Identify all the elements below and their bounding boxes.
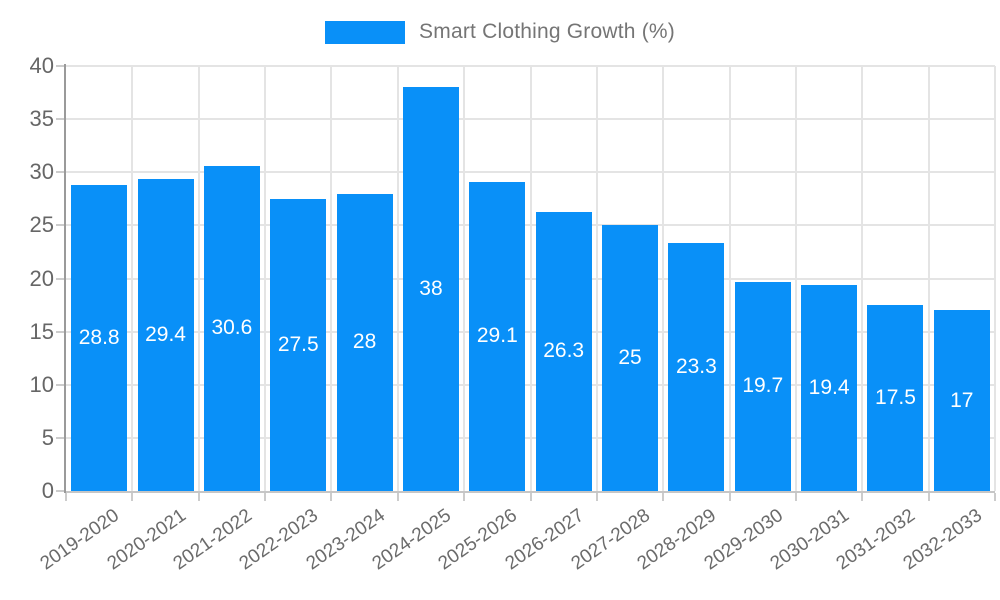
bar-value-label: 19.7 [742, 374, 784, 398]
y-tick-mark [56, 171, 64, 174]
x-tick-mark [264, 493, 267, 501]
y-tick-label: 25 [29, 212, 54, 238]
gridline-v [197, 66, 200, 491]
gridline-v [463, 66, 466, 491]
y-tick-mark [56, 383, 64, 386]
bar-2020-2021[interactable]: 29.4 [137, 178, 194, 491]
gridline-v [396, 66, 399, 491]
bar-value-label: 28.8 [78, 326, 120, 349]
gridline-v [131, 66, 134, 491]
plot-area: 28.8 29.4 30.6 27.5 28 38 29.1 26.3 25 23.3 19.7 19… [66, 65, 996, 491]
legend-swatch [325, 20, 406, 44]
x-tick-mark [861, 493, 864, 501]
bar-value-label: 27.5 [277, 332, 319, 356]
bar-value-label: 38 [419, 277, 443, 301]
y-tick-mark [56, 118, 64, 121]
bar-value-label: 23.3 [675, 355, 717, 379]
x-tick-mark [330, 493, 333, 501]
bar-2024-2025[interactable]: 38 [402, 87, 459, 491]
bar-2031-2032[interactable]: 17.5 [867, 305, 924, 491]
y-tick-label: 0 [41, 478, 54, 503]
bar-value-label: 19.4 [808, 375, 850, 399]
x-tick-mark [529, 493, 532, 501]
y-axis-line [64, 64, 66, 493]
bar-2030-2031[interactable]: 19.4 [801, 284, 858, 491]
bar-value-label: 17 [950, 388, 974, 412]
y-tick-label: 40 [29, 53, 54, 78]
y-tick-mark [56, 65, 64, 67]
x-tick-mark [595, 493, 598, 501]
y-tick-mark [56, 224, 64, 227]
y-tick-mark [56, 490, 64, 492]
x-tick-mark [927, 493, 930, 501]
bar-2032-2033[interactable]: 17 [933, 310, 990, 491]
legend-label: Smart Clothing Growth (%) [419, 20, 675, 43]
y-tick-label: 35 [29, 106, 54, 132]
bar-2028-2029[interactable]: 23.3 [668, 243, 725, 491]
x-tick-mark [794, 493, 797, 501]
bar-2027-2028[interactable]: 25 [602, 225, 659, 491]
gridline-v [794, 66, 797, 491]
gridline-v [861, 66, 864, 491]
x-tick-mark [131, 493, 134, 501]
x-tick-mark [463, 493, 466, 501]
gridline-v [927, 66, 930, 491]
bar-value-label: 26.3 [543, 339, 585, 363]
y-tick-mark [56, 277, 64, 280]
y-tick-mark [56, 436, 64, 439]
bar-value-label: 28 [352, 330, 377, 354]
bar-value-label: 17.5 [875, 386, 916, 410]
bar-2019-2020[interactable]: 28.8 [71, 185, 128, 491]
bar-2025-2026[interactable]: 29.1 [469, 181, 526, 491]
bar-2022-2023[interactable]: 27.5 [270, 198, 327, 491]
y-tick-label: 5 [41, 424, 54, 450]
bar-value-label: 25 [618, 346, 642, 370]
bar-2026-2027[interactable]: 26.3 [535, 211, 592, 491]
legend[interactable]: Smart Clothing Growth (%) [0, 20, 1000, 44]
x-tick-mark [65, 493, 67, 501]
x-tick-mark [728, 493, 731, 501]
gridline-v [595, 66, 598, 491]
y-tick-mark [56, 330, 64, 333]
x-tick-mark [396, 493, 399, 501]
bar-value-label: 29.4 [145, 322, 186, 346]
x-tick-mark [197, 493, 200, 501]
bar-2021-2022[interactable]: 30.6 [203, 165, 260, 491]
gridline-v [728, 66, 731, 491]
gridline-v [330, 66, 333, 491]
gridline-v [529, 66, 532, 491]
bar-value-label: 29.1 [476, 324, 518, 348]
gridline-v [264, 66, 267, 491]
x-tick-mark [662, 493, 665, 501]
y-tick-label: 10 [29, 371, 54, 397]
gridline-v [994, 66, 996, 491]
y-tick-label: 15 [29, 318, 54, 344]
y-tick-label: 30 [29, 159, 54, 185]
x-axis-line [66, 491, 995, 493]
bar-2029-2030[interactable]: 19.7 [734, 281, 791, 491]
bar-value-label: 30.6 [211, 316, 253, 340]
y-tick-label: 20 [29, 265, 54, 291]
bar-2023-2024[interactable]: 28 [336, 193, 393, 491]
x-tick-mark [994, 493, 996, 501]
gridline-v [662, 66, 665, 491]
